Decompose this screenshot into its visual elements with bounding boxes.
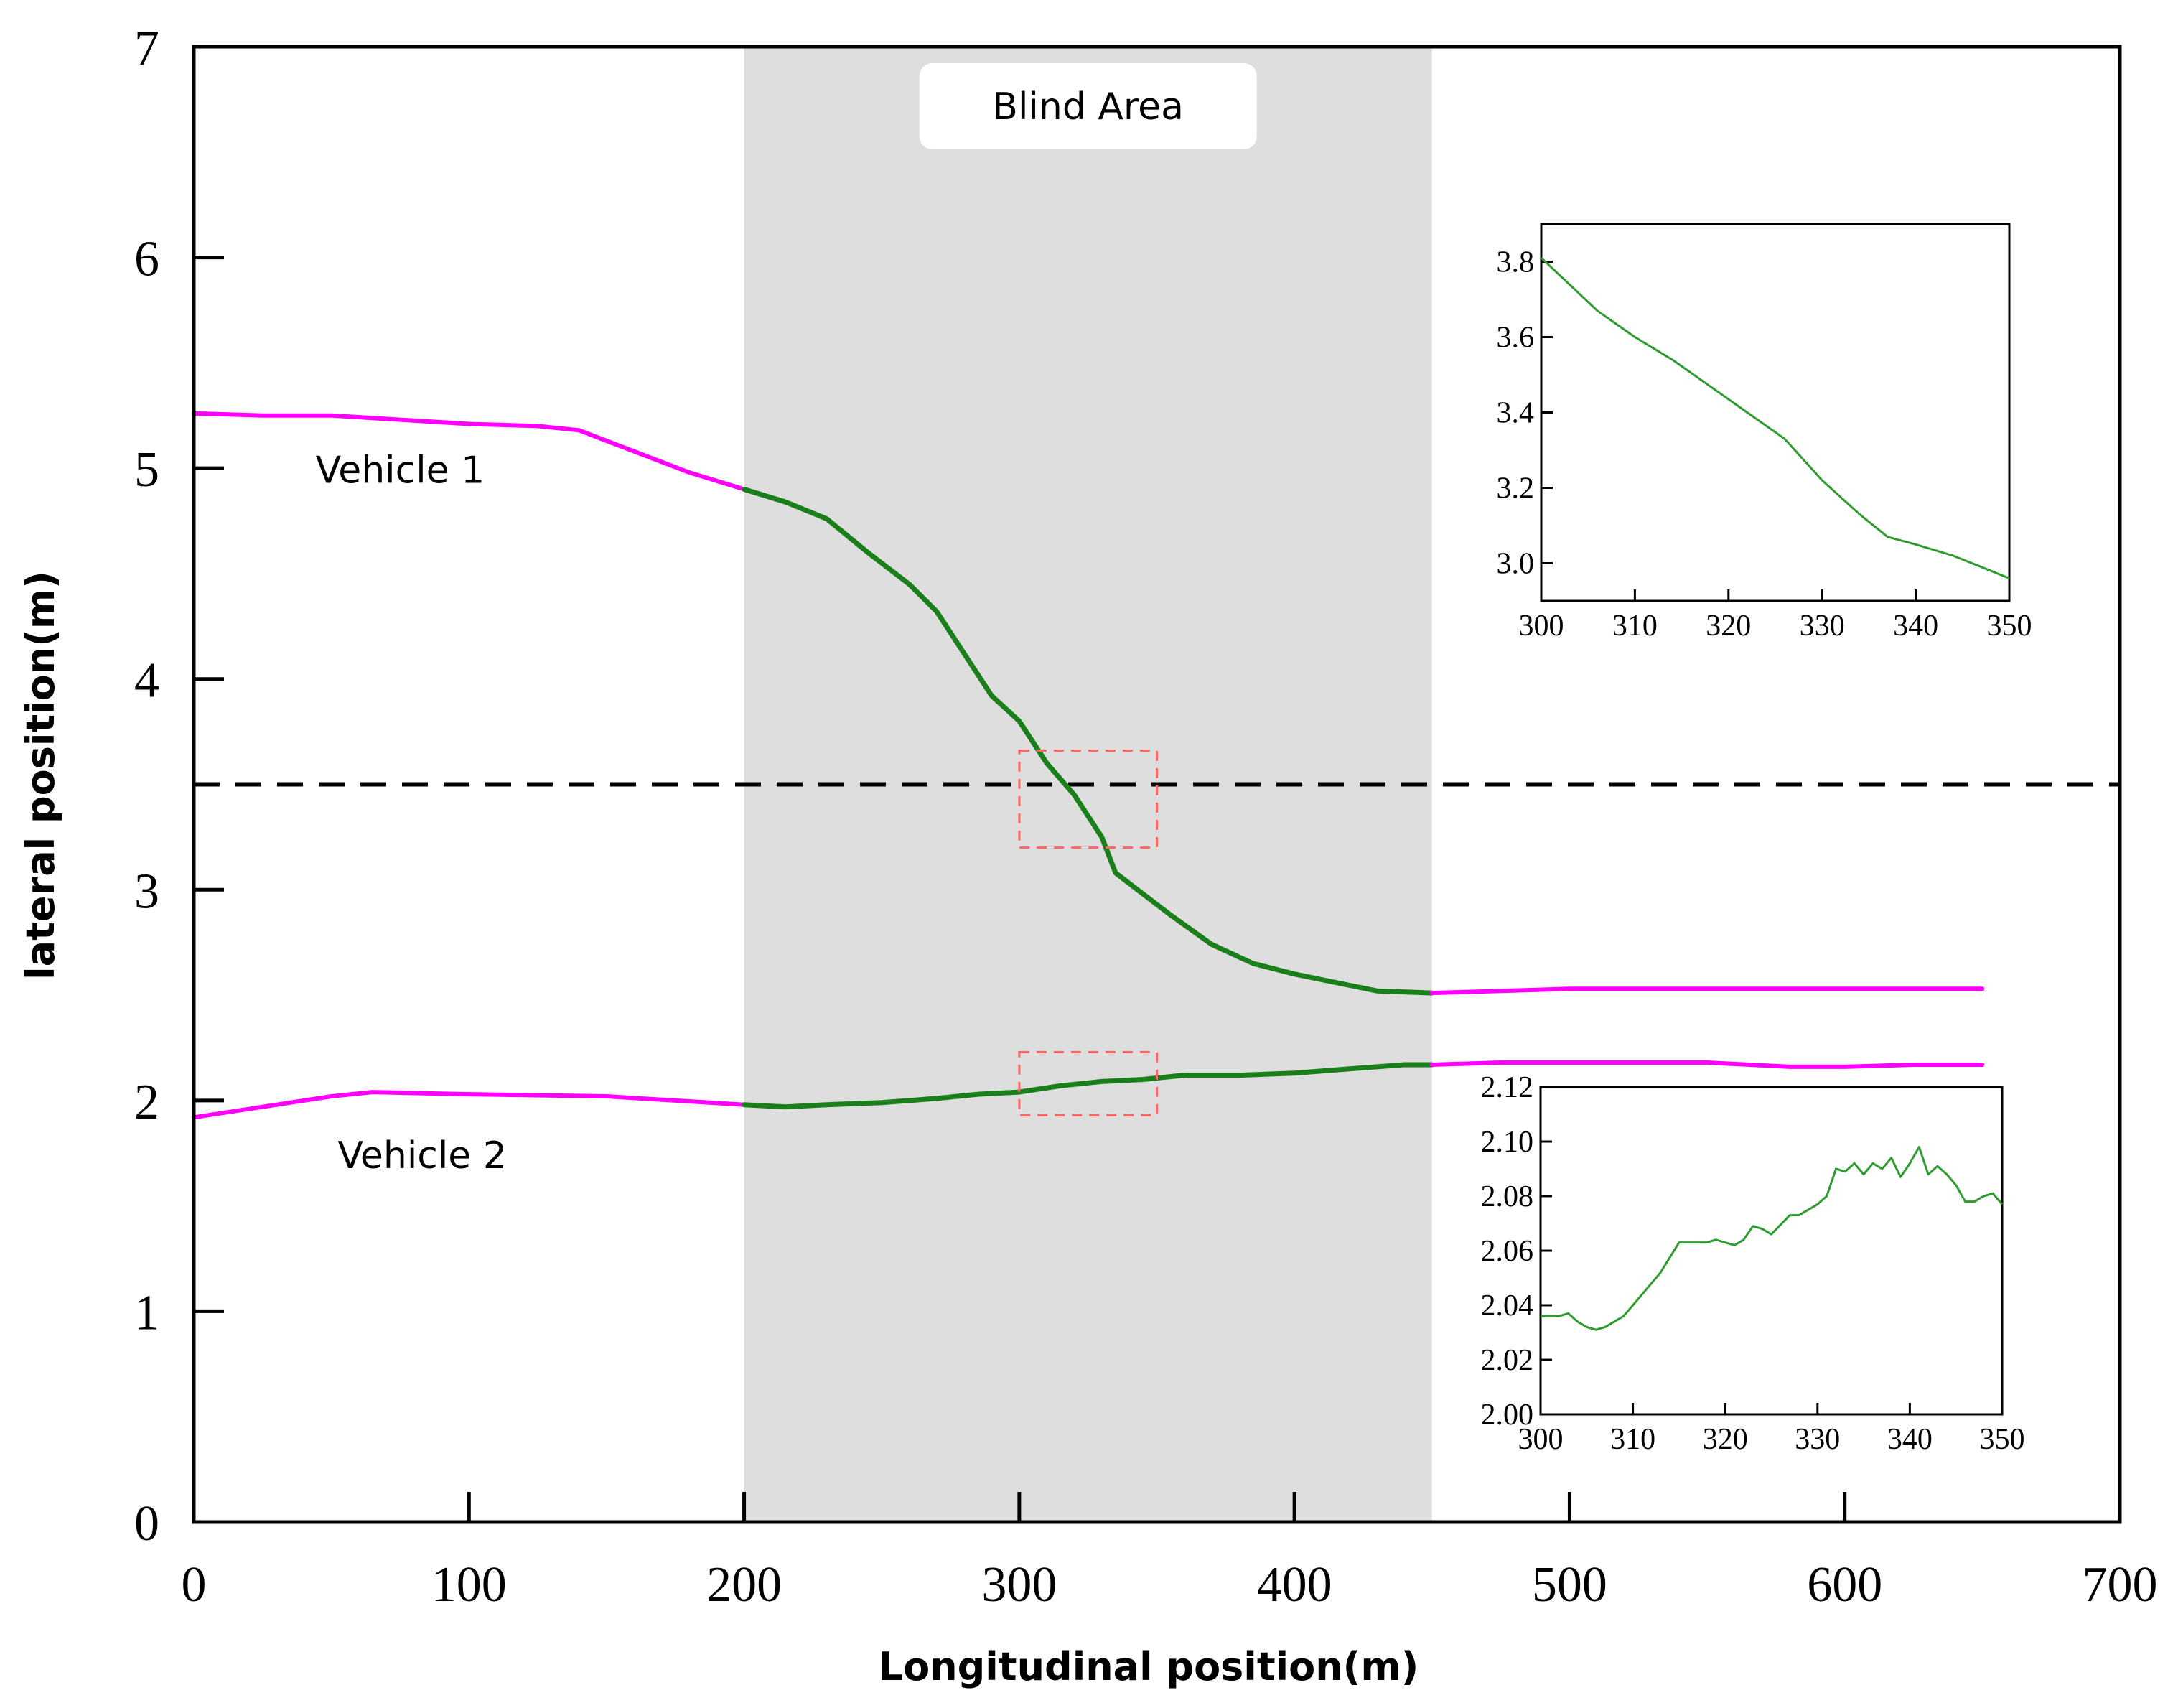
- vehicle-2-in-blind-line: [742, 1062, 1435, 1110]
- vehicle-1-in-blind-line: [742, 487, 1435, 996]
- inset-1-y-tick-label: 3.4: [1497, 397, 1535, 430]
- inset-1: 300 310 320 330 340 350 3.0 3.2 3.4 3.6 3.8: [1497, 223, 2032, 643]
- plot-frame: [192, 45, 2122, 1524]
- inset-2-frame: [1539, 1086, 2004, 1416]
- inset-1-x-tick-label: 330: [1800, 610, 1845, 643]
- zoom-box-1: [1018, 750, 1159, 849]
- inset-2-line: [1541, 1146, 2004, 1331]
- vehicle-1-after-blind-line: [1429, 986, 1985, 996]
- inset-1-x-tick-label: 350: [1987, 610, 2032, 643]
- inset-1-x-tick-label: 300: [1519, 610, 1564, 643]
- inset-2-x-tick-label: 330: [1795, 1423, 1840, 1456]
- vehicle-2-label: Vehicle 2: [337, 1134, 507, 1177]
- blind-area-label-box: [919, 63, 1257, 149]
- inset-1-y-tick-label: 3.2: [1497, 472, 1535, 505]
- x-tick-label: 200: [706, 1557, 782, 1613]
- y-axis-title: lateral position(m): [18, 571, 63, 980]
- y-tick-label: 2: [134, 1075, 159, 1130]
- x-tick-label: 0: [182, 1557, 207, 1613]
- y-tick-label: 1: [134, 1285, 159, 1340]
- inset-2: 300 310 320 330 340 350 2.00 2.02 2.04 2.06 2.08 2.…: [1481, 1071, 2025, 1456]
- vehicle-2-before-blind-line: [192, 1090, 747, 1120]
- x-tick-label: 600: [1807, 1557, 1882, 1613]
- x-tick-label: 400: [1257, 1557, 1332, 1613]
- inset-1-y-tick-label: 3.6: [1497, 322, 1535, 355]
- inset-2-x-tick-label: 310: [1610, 1423, 1655, 1456]
- inset-2-x-tick-label: 340: [1887, 1423, 1933, 1456]
- vehicle-2-after-blind-line: [1429, 1060, 1985, 1069]
- y-tick-label: 3: [134, 864, 159, 919]
- inset-2-x-tick-label: 350: [1980, 1423, 2025, 1456]
- inset-2-y-tick-label: 2.06: [1481, 1235, 1534, 1268]
- inset-1-x-tick-label: 310: [1612, 610, 1658, 643]
- y-tick-label: 4: [134, 653, 159, 709]
- x-tick-label: 500: [1532, 1557, 1607, 1613]
- inset-2-y-tick-label: 2.04: [1481, 1289, 1534, 1322]
- y-tick-label: 5: [134, 442, 159, 498]
- x-tick-label: 700: [2083, 1557, 2158, 1613]
- inset-2-x-tick-label: 320: [1703, 1423, 1748, 1456]
- inset-1-y-tick-label: 3.0: [1497, 548, 1535, 581]
- inset-2-y-tick-label: 2.12: [1481, 1071, 1534, 1104]
- vehicle-1-label: Vehicle 1: [316, 449, 485, 493]
- vehicle-1-before-blind-line: [192, 411, 747, 492]
- x-tick-label: 100: [431, 1557, 507, 1613]
- inset-1-x-tick-label: 320: [1706, 610, 1751, 643]
- inset-1-frame: [1540, 223, 2011, 602]
- inset-2-y-tick-label: 2.02: [1481, 1344, 1534, 1377]
- x-tick-label: 300: [981, 1557, 1057, 1613]
- inset-2-y-tick-label: 2.08: [1481, 1180, 1534, 1213]
- inset-2-y-tick-label: 2.10: [1481, 1126, 1534, 1159]
- inset-1-y-tick-label: 3.8: [1497, 246, 1535, 279]
- inset-2-y-tick-label: 2.00: [1481, 1399, 1534, 1432]
- blind-area-label: Blind Area: [992, 85, 1184, 129]
- inset-1-line: [1540, 257, 2010, 579]
- y-tick-label: 7: [134, 21, 159, 76]
- y-tick-label: 0: [134, 1496, 159, 1551]
- inset-2-x-tick-label: 300: [1518, 1423, 1564, 1456]
- zoom-box-2: [1018, 1050, 1159, 1116]
- x-axis-title: Longitudinal position(m): [879, 1644, 1419, 1689]
- y-tick-label: 6: [134, 232, 159, 287]
- inset-1-x-tick-label: 340: [1893, 610, 1938, 643]
